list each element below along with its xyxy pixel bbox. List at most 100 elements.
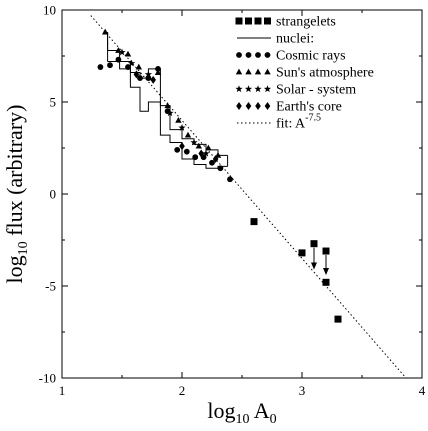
legend-marker-strangelets — [235, 17, 243, 25]
legend-marker-sun — [254, 68, 262, 75]
fit-line-layer — [90, 15, 407, 379]
y-axis-label-base: log — [2, 255, 27, 283]
point-circle-1 — [107, 62, 113, 69]
legend-label-text-strangelets: strangelets — [276, 15, 336, 30]
point-circle-10 — [192, 154, 199, 161]
point-circle-14 — [227, 176, 233, 183]
legend-marker-cosmic — [264, 52, 271, 58]
point-circle-0 — [97, 64, 104, 70]
legend-marker-solar — [244, 85, 253, 93]
point-circle-4 — [137, 75, 143, 81]
nuclei-histogram — [107, 32, 229, 169]
legend-marker-cosmic — [236, 52, 242, 58]
nuclei-upper-envelope — [107, 32, 228, 156]
legend-marker-strangelets — [264, 17, 271, 25]
y-axis-label: log10 flux (arbitrary) — [2, 105, 31, 284]
legend-label-text-nuclei: nuclei: — [276, 32, 314, 47]
legend-marker-cosmic — [255, 52, 261, 58]
x-axis-label-sub: 10 — [235, 412, 249, 427]
data-points — [97, 28, 342, 323]
point-square-4 — [322, 278, 330, 286]
legend-marker-solar — [263, 85, 272, 93]
legend-marker-sun — [264, 68, 271, 75]
y-tick-label-0: -10 — [39, 371, 56, 386]
legend-marker-sun — [235, 68, 243, 75]
x-axis-label-tail-sub: 0 — [270, 412, 277, 427]
x-axis-label: log10 A0 — [207, 398, 276, 427]
axis-ticks: 1 2 3 4 -10 -5 0 5 10 — [39, 3, 426, 399]
y-tick-label-3: 5 — [50, 95, 57, 110]
legend-marker-earth — [236, 102, 242, 110]
legend-label-cosmic: Cosmic rays — [276, 49, 346, 64]
point-diamond-4 — [212, 155, 219, 164]
point-circle-9 — [183, 148, 190, 155]
point-circle-8 — [174, 146, 181, 153]
legend-label-sun: Sun's atmosphere — [276, 66, 374, 81]
point-square-3 — [322, 247, 330, 255]
legend-label-sup-fit: -7.5 — [305, 113, 321, 124]
x-tick-label-0: 1 — [59, 383, 66, 398]
upper-limit-arrow-head-0 — [311, 262, 317, 270]
x-tick-label-3: 4 — [419, 383, 426, 398]
legend-marker-earth — [245, 102, 252, 110]
point-star-3 — [166, 109, 174, 117]
legend-label-text-sun: Sun's atmosphere — [276, 66, 374, 81]
point-circle-12 — [209, 159, 215, 166]
legend-marker-strangelets — [254, 17, 262, 25]
legend-label-earth: Earth's core — [276, 100, 342, 115]
point-circle-2 — [115, 56, 122, 63]
legend-label-text-solar: Solar - system — [276, 83, 356, 98]
nuclei-lower-envelope — [107, 61, 228, 169]
point-star-2 — [144, 70, 153, 78]
upper-limit-arrow-head-1 — [323, 267, 329, 275]
point-star-4 — [178, 123, 186, 131]
point-star-5 — [190, 138, 198, 146]
legend-marker-strangelets — [245, 17, 252, 25]
y-tick-label-2: 0 — [50, 187, 57, 202]
point-triangle-8 — [195, 142, 202, 149]
point-square-2 — [310, 240, 318, 248]
point-circle-6 — [155, 65, 161, 72]
point-triangle-7 — [184, 131, 192, 138]
point-diamond-0 — [133, 70, 140, 79]
legend-marker-solar — [235, 85, 243, 93]
legend-label-text-fit: fit: A — [276, 117, 306, 132]
point-square-0 — [250, 218, 258, 226]
point-diamond-3 — [198, 149, 204, 158]
y-axis-label-sub: 10 — [16, 241, 31, 255]
point-triangle-5 — [164, 102, 171, 109]
y-axis-label-tail: flux (arbitrary) — [2, 105, 27, 242]
point-square-5 — [334, 315, 342, 323]
legend-marker-cosmic — [245, 52, 252, 58]
x-tick-label-2: 3 — [299, 383, 306, 398]
legend-label-solar: Solar - system — [276, 83, 356, 98]
legend-label-text-cosmic: Cosmic rays — [276, 49, 346, 64]
legend-label-text-earth: Earth's core — [276, 100, 342, 115]
point-square-1 — [298, 249, 306, 257]
point-triangle-0 — [102, 28, 109, 35]
point-star-0 — [118, 48, 126, 56]
legend: strangelets nuclei: Cosmic rays Sun's atmos… — [235, 15, 374, 132]
x-tick-label-1: 2 — [179, 383, 186, 398]
legend-label-strangelets: strangelets — [276, 15, 336, 30]
point-star-6 — [202, 149, 210, 157]
point-triangle-6 — [175, 117, 182, 123]
legend-marker-solar — [254, 85, 262, 93]
point-triangle-4 — [154, 69, 162, 75]
fit-line — [90, 15, 407, 379]
legend-marker-sun — [245, 68, 252, 75]
y-tick-label-1: -5 — [45, 279, 56, 294]
point-triangle-9 — [205, 144, 212, 151]
legend-label-fit: fit: A-7.5 — [276, 113, 321, 132]
point-circle-5 — [145, 75, 152, 81]
point-triangle-2 — [124, 50, 132, 57]
legend-label-nuclei: nuclei: — [276, 32, 314, 47]
point-circle-3 — [125, 64, 131, 70]
point-circle-13 — [217, 165, 224, 172]
point-star-1 — [127, 59, 136, 67]
y-tick-label-4: 10 — [43, 3, 56, 18]
point-triangle-3 — [135, 63, 142, 70]
x-axis-label-tail: A — [249, 398, 269, 423]
legend-marker-earth — [264, 102, 271, 110]
